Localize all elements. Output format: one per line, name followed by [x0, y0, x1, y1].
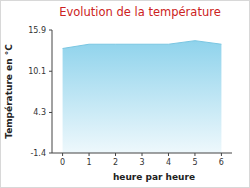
x-tick-label: 5: [192, 158, 197, 167]
y-tick-label: -1.4: [30, 149, 46, 158]
x-tick: [168, 153, 169, 156]
y-tick-label: 4.3: [33, 108, 46, 117]
area-line: [63, 41, 222, 49]
x-tick-label: 3: [139, 158, 144, 167]
x-tick: [62, 153, 63, 156]
x-tick-label: 0: [60, 158, 65, 167]
x-tick-label: 1: [87, 158, 92, 167]
x-axis-label: heure par heure: [113, 172, 195, 182]
y-tick-label: 10.1: [28, 67, 46, 76]
y-axis-label: Température en °C: [4, 44, 14, 139]
x-tick: [89, 153, 90, 156]
series: [63, 41, 222, 153]
y-tick: [49, 30, 52, 31]
x-tick: [115, 153, 116, 156]
x-tick: [194, 153, 195, 156]
title: Evolution de la température: [59, 5, 221, 19]
frame: [1, 1, 250, 188]
x-tick-label: 2: [113, 158, 118, 167]
x-tick: [142, 153, 143, 156]
chart: Evolution de la température-1.44.310.115…: [0, 0, 250, 188]
y-tick-label: 15.9: [28, 26, 46, 35]
x-tick-label: 6: [219, 158, 224, 167]
x-tick: [221, 153, 222, 156]
y-tick: [49, 112, 52, 113]
y-tick: [49, 71, 52, 72]
x-tick-label: 4: [166, 158, 171, 167]
plot-area: [52, 30, 232, 153]
y-axis: [52, 30, 53, 153]
y-tick: [49, 153, 52, 154]
area: [63, 41, 222, 153]
